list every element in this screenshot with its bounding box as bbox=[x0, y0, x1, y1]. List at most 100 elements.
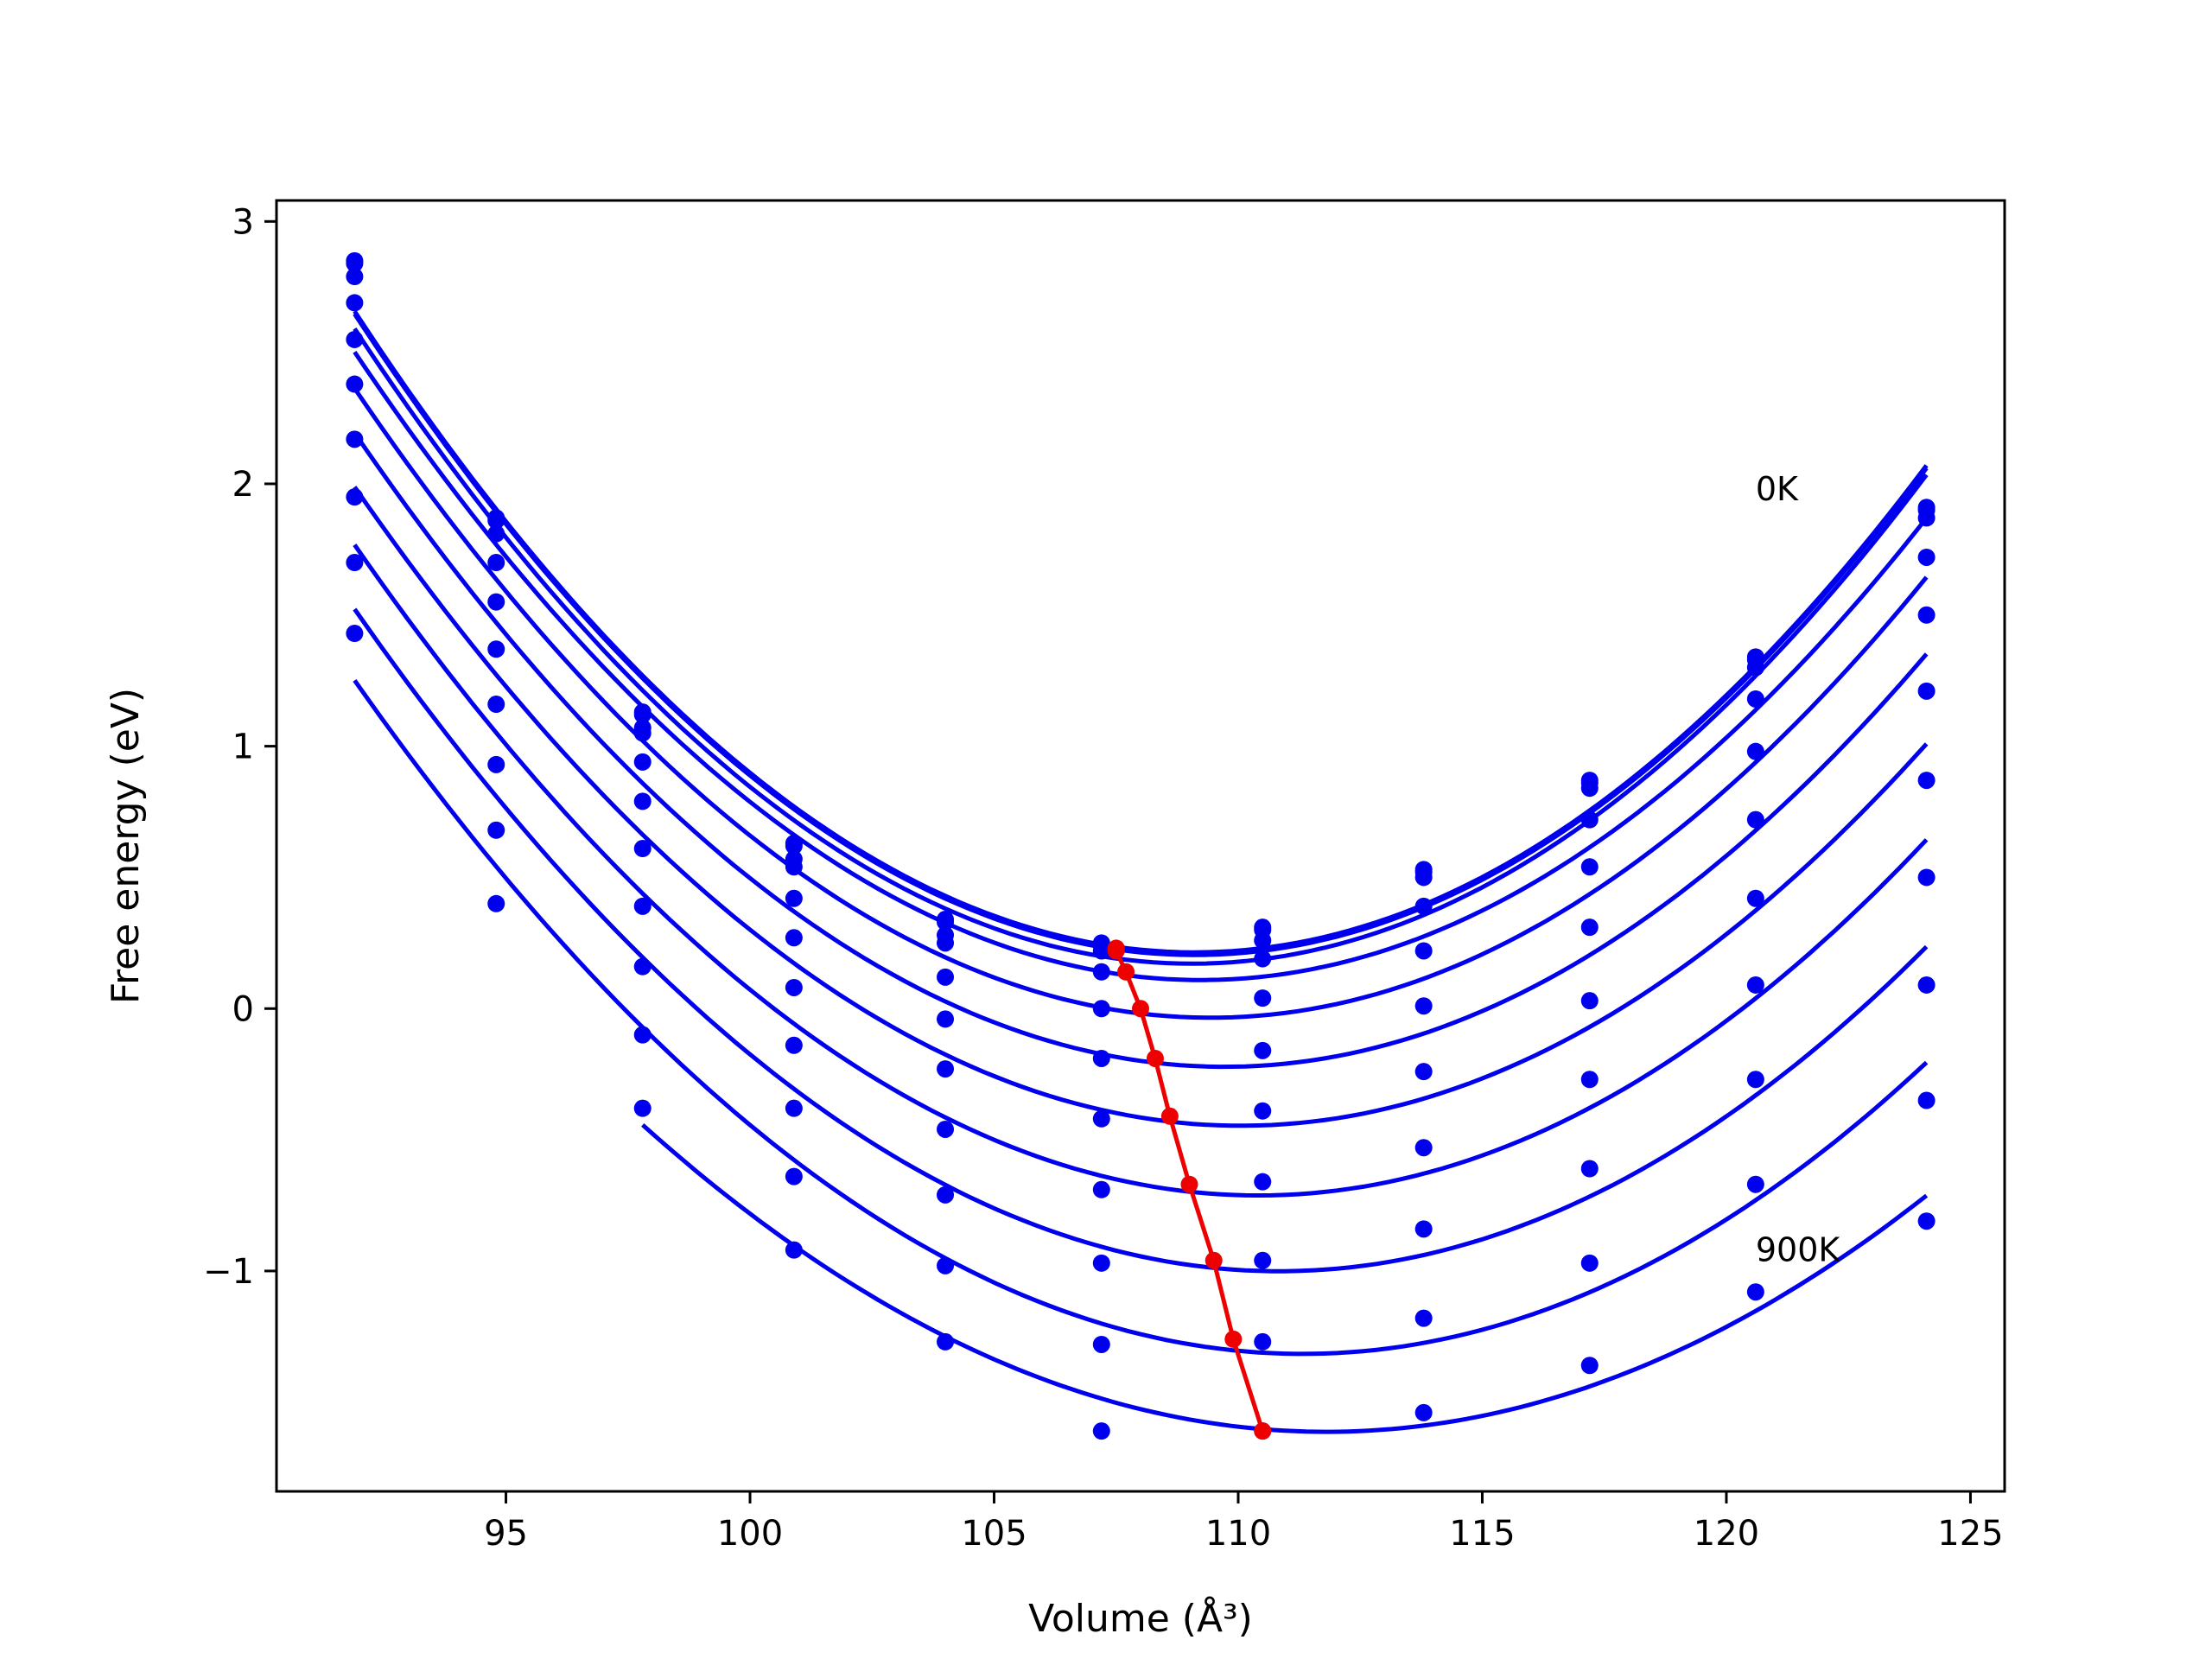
x-tick-label: 100 bbox=[717, 1514, 783, 1554]
series-4-point bbox=[937, 934, 955, 952]
series-4-point bbox=[487, 554, 505, 572]
series-11-point bbox=[785, 1241, 803, 1259]
series-6-point bbox=[633, 792, 652, 810]
series-3-point bbox=[1746, 658, 1764, 677]
series-10-point bbox=[1254, 1332, 1272, 1351]
series-5-point bbox=[633, 753, 652, 771]
series-8-point bbox=[1414, 1139, 1433, 1157]
minimum-point bbox=[1205, 1251, 1223, 1269]
series-8-point bbox=[487, 755, 505, 773]
series-5-point bbox=[1414, 942, 1433, 960]
series-9-point bbox=[1917, 976, 1936, 994]
series-8-point bbox=[937, 1120, 955, 1138]
series-3-point bbox=[487, 524, 505, 543]
series-5-point bbox=[1746, 742, 1764, 760]
series-9-point bbox=[785, 1099, 803, 1117]
minimum-point bbox=[1180, 1175, 1198, 1193]
series-2-point bbox=[346, 254, 364, 272]
temperature-annotation: 0K bbox=[1756, 470, 1799, 508]
series-11-curve bbox=[641, 1123, 1929, 1434]
series-10-point bbox=[1414, 1309, 1433, 1327]
series-5-point bbox=[1580, 858, 1599, 876]
series-4-point bbox=[785, 858, 803, 876]
series-7-point bbox=[1414, 1063, 1433, 1081]
series-7-point bbox=[1580, 992, 1599, 1010]
series-8-point bbox=[785, 1036, 803, 1054]
series-7-point bbox=[937, 1060, 955, 1078]
series-8-curve bbox=[353, 543, 1929, 1198]
series-9-point bbox=[633, 957, 652, 976]
series-7-point bbox=[1917, 772, 1936, 790]
y-tick-label: 2 bbox=[232, 465, 254, 505]
series-8-point bbox=[1746, 976, 1764, 994]
series-7-curve bbox=[353, 486, 1929, 1128]
series-5-point bbox=[487, 593, 505, 611]
minimum-point bbox=[1107, 942, 1125, 960]
series-3-point bbox=[1092, 942, 1110, 960]
series-7-point bbox=[346, 430, 364, 448]
series-3-point bbox=[1917, 509, 1936, 527]
series-4-point bbox=[346, 294, 364, 312]
series-9-point bbox=[1580, 1160, 1599, 1178]
series-11-point bbox=[1092, 1422, 1110, 1440]
x-axis-ticks: 95 100 105 110 115 120 125 bbox=[484, 1491, 2004, 1554]
series-9-point bbox=[1092, 1254, 1110, 1272]
series-9-point bbox=[487, 821, 505, 839]
series-7-point bbox=[785, 978, 803, 996]
series-5-point bbox=[1917, 606, 1936, 624]
x-tick-label: 120 bbox=[1694, 1514, 1759, 1554]
y-tick-label: 3 bbox=[232, 202, 254, 242]
minimum-point bbox=[1160, 1107, 1179, 1125]
series-7-point bbox=[1092, 1109, 1110, 1128]
series-10-curve bbox=[353, 678, 1929, 1357]
series-5-point bbox=[1254, 989, 1272, 1007]
series-2-point bbox=[785, 837, 803, 855]
y-tick-label: 1 bbox=[232, 728, 254, 767]
temperature-annotation: 900K bbox=[1756, 1231, 1841, 1269]
x-axis-label: Volume (Å³) bbox=[1028, 1595, 1253, 1641]
series-6-point bbox=[1254, 1041, 1272, 1059]
series-6-point bbox=[1092, 1049, 1110, 1067]
series-8-point bbox=[346, 488, 364, 506]
temperature-annotations: 0K 900K bbox=[1756, 470, 1841, 1269]
y-tick-label: −1 bbox=[203, 1252, 254, 1292]
series-2-curve bbox=[353, 313, 1929, 957]
series-6-point bbox=[1580, 918, 1599, 937]
series-8-point bbox=[1254, 1173, 1272, 1191]
minimum-point bbox=[1117, 963, 1135, 981]
series-4-point bbox=[1746, 690, 1764, 708]
series-3-curve bbox=[353, 327, 1929, 966]
series-3-point bbox=[1580, 779, 1599, 798]
series-8-point bbox=[633, 897, 652, 915]
series-6-point bbox=[785, 929, 803, 947]
series-7-point bbox=[1254, 1102, 1272, 1120]
series-5-point bbox=[1092, 1000, 1110, 1018]
minima-path bbox=[1114, 948, 1265, 1432]
series-2-point bbox=[937, 913, 955, 931]
series-7-point bbox=[1746, 889, 1764, 907]
minimum-point bbox=[1254, 1422, 1272, 1440]
series-10-point bbox=[785, 1167, 803, 1185]
series-9-point bbox=[1414, 1220, 1433, 1238]
series-10-point bbox=[1746, 1175, 1764, 1193]
series-10-point bbox=[633, 1026, 652, 1044]
minimum-point bbox=[1146, 1049, 1164, 1067]
series-11-point bbox=[937, 1332, 955, 1351]
series-11-point bbox=[633, 1099, 652, 1117]
series-4-point bbox=[1917, 548, 1936, 566]
series-6-curve bbox=[353, 431, 1929, 1070]
series-3-point bbox=[346, 268, 364, 286]
series-4-point bbox=[1580, 810, 1599, 829]
y-axis-ticks: −1 0 1 2 3 bbox=[203, 202, 276, 1292]
series-6-point bbox=[1746, 810, 1764, 829]
x-tick-label: 95 bbox=[484, 1514, 528, 1554]
series-6-point bbox=[1414, 997, 1433, 1015]
series-9-point bbox=[346, 554, 364, 572]
series-6-point bbox=[1917, 682, 1936, 700]
series-9-point bbox=[1254, 1251, 1272, 1269]
series-2-point bbox=[633, 706, 652, 724]
series-4-point bbox=[633, 724, 652, 742]
series-3-point bbox=[1254, 931, 1272, 950]
